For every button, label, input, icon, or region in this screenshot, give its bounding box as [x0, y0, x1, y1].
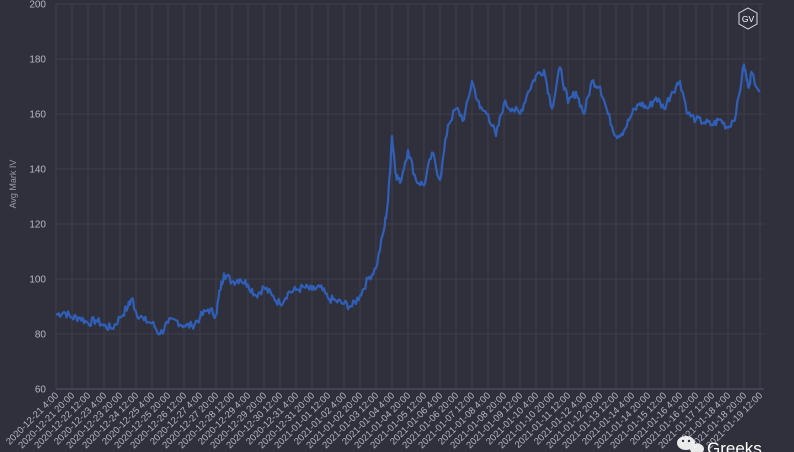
- watermark: Greeks: [677, 436, 762, 452]
- series-group: [55, 63, 761, 336]
- y-tick-label: 120: [29, 220, 46, 231]
- wechat-icon: [677, 436, 704, 452]
- y-tick-label: 80: [35, 330, 47, 341]
- y-tick-label: 180: [29, 55, 46, 66]
- y-tick-label: 60: [35, 385, 47, 396]
- series-line: [55, 63, 761, 336]
- y-tick-label: 100: [29, 275, 46, 286]
- watermark-text: Greeks: [707, 439, 762, 452]
- grid: [55, 3, 764, 390]
- y-axis-label: Avg Mark IV: [8, 160, 18, 209]
- y-tick-label: 160: [29, 110, 46, 121]
- y-tick-label: 140: [29, 165, 46, 176]
- gv-badge: GV: [738, 7, 758, 30]
- y-axis-ticks: 60 80 100 120 140 160 180 200: [29, 0, 46, 396]
- gv-badge-hexagon: [738, 7, 758, 30]
- y-tick-label: 200: [29, 0, 46, 11]
- gv-badge-text: GV: [742, 14, 755, 24]
